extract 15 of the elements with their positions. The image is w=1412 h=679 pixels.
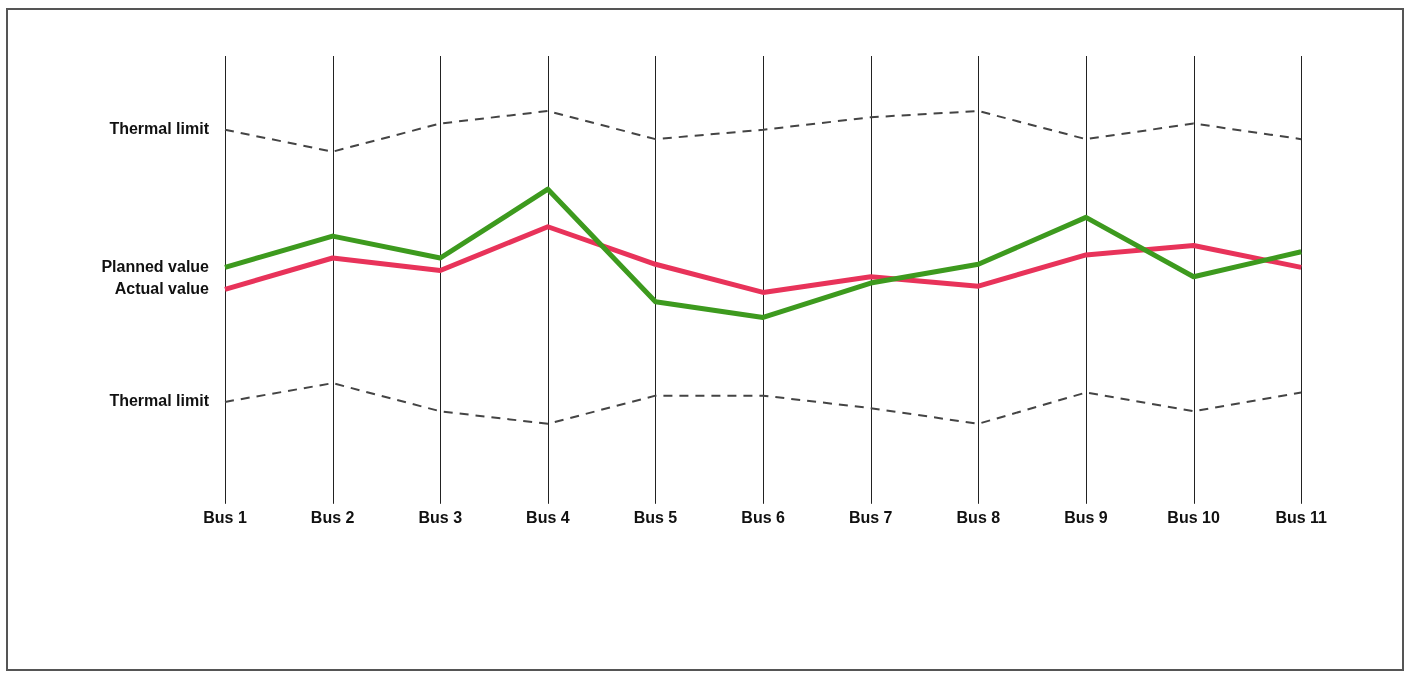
x-tick-label: Bus 2 bbox=[310, 508, 355, 526]
series-label: Actual value bbox=[114, 279, 210, 297]
x-tick-label: Bus 6 bbox=[741, 508, 785, 526]
series-label: Planned value bbox=[101, 257, 210, 275]
x-tick-label: Bus 10 bbox=[1167, 508, 1220, 526]
x-tick-label: Bus 5 bbox=[633, 508, 678, 526]
x-tick-label: Bus 9 bbox=[1064, 508, 1108, 526]
x-tick-label: Bus 3 bbox=[418, 508, 463, 526]
x-tick-label: Bus 11 bbox=[1275, 508, 1328, 526]
series-label: Thermal limit bbox=[109, 120, 210, 138]
x-tick-label: Bus 7 bbox=[848, 508, 893, 526]
series-label: Thermal limit bbox=[109, 392, 210, 410]
x-tick-label: Bus 8 bbox=[956, 508, 1001, 526]
x-tick-label: Bus 4 bbox=[526, 508, 570, 526]
x-tick-label: Bus 1 bbox=[203, 508, 247, 526]
